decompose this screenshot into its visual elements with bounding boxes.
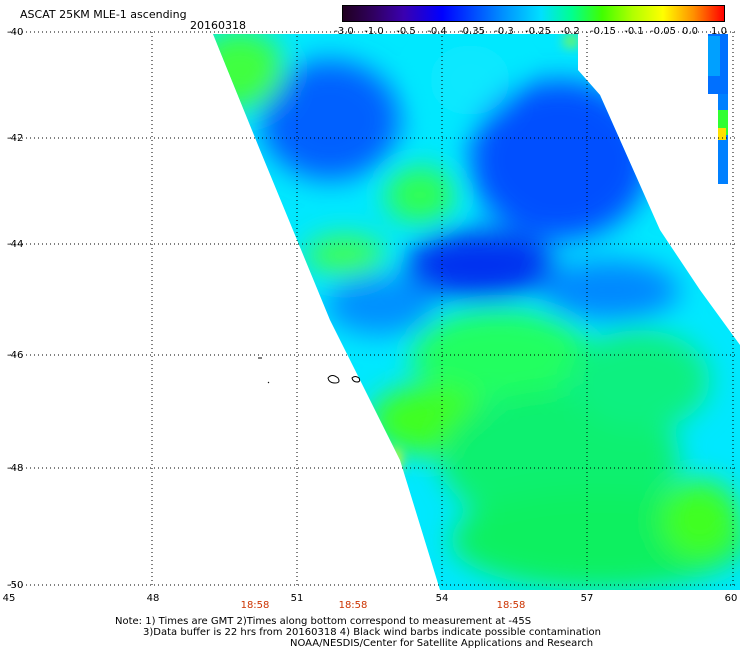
map-date: 20160318 xyxy=(190,19,246,32)
time-label: 18:58 xyxy=(240,600,270,611)
lon-label: 54 xyxy=(435,593,449,604)
edge-strip xyxy=(708,34,728,184)
coastline xyxy=(258,357,361,384)
colorbar-label: -0.3 xyxy=(494,26,514,37)
lat-label: -40 xyxy=(7,27,24,38)
lon-label: 57 xyxy=(580,593,594,604)
lat-lon-grid xyxy=(10,31,737,586)
lat-label: -48 xyxy=(7,463,24,474)
map-title: ASCAT 25KM MLE-1 ascending xyxy=(20,8,187,21)
colorbar-label: -0.4 xyxy=(427,26,447,37)
note-line-2: 3)Data buffer is 22 hrs from 20160318 4)… xyxy=(143,627,601,638)
lon-label: 48 xyxy=(146,593,160,604)
lat-label: -50 xyxy=(7,580,24,591)
lon-label: 60 xyxy=(724,593,738,604)
time-label: 18:58 xyxy=(338,600,368,611)
lat-label: -42 xyxy=(7,133,24,144)
lon-label: 51 xyxy=(290,593,304,604)
wind-swath xyxy=(213,34,740,590)
colorbar-label: -0.35 xyxy=(459,26,485,37)
note-line-1: Note: 1) Times are GMT 2)Times along bot… xyxy=(115,616,532,627)
colorbar-label: -3.0 xyxy=(334,26,354,37)
colorbar xyxy=(342,5,725,22)
lat-label: -44 xyxy=(7,239,24,250)
lon-label: 45 xyxy=(2,593,16,604)
lat-label: -46 xyxy=(7,350,24,361)
time-label: 18:58 xyxy=(496,600,526,611)
note-line-3: NOAA/NESDIS/Center for Satellite Applica… xyxy=(290,638,594,649)
